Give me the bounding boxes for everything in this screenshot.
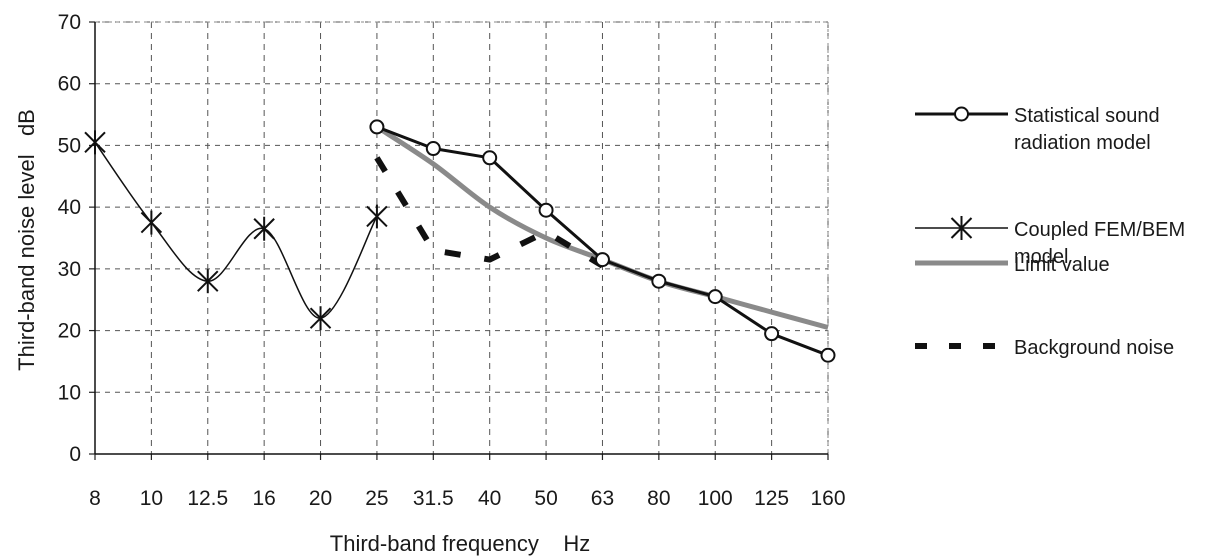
y-tick-label: 40 — [58, 196, 81, 219]
legend: Statistical sound radiation model Coupled … — [915, 105, 1185, 359]
legend-label: Statistical sound — [1014, 105, 1160, 127]
x-tick-label: 20 — [309, 487, 332, 510]
statistical-sound-radiation-model-point — [538, 202, 554, 218]
y-tick-label: 50 — [58, 134, 81, 157]
statistical-sound-radiation-model-point — [425, 141, 441, 157]
x-tick-label: 100 — [698, 487, 733, 510]
legend-label: radiation model — [1014, 132, 1151, 154]
x-tick-label: 10 — [140, 487, 163, 510]
y-tick-label: 10 — [58, 381, 81, 404]
x-tick-label: 25 — [365, 487, 388, 510]
y-tick-label: 30 — [58, 258, 81, 281]
x-tick-label: 125 — [754, 487, 789, 510]
x-tick-label: 8 — [89, 487, 101, 510]
coupled-fem-bem-model-point — [309, 306, 332, 331]
x-tick-label: 12.5 — [187, 487, 228, 510]
x-tick-label: 160 — [810, 487, 845, 510]
y-tick-labels: 0 10 20 30 40 50 60 70 — [58, 11, 81, 466]
y-tick-label: 20 — [58, 320, 81, 343]
legend-marker — [950, 216, 973, 240]
legend-label: Coupled FEM/BEM — [1014, 219, 1185, 241]
grid — [95, 21, 829, 454]
statistical-sound-radiation-model-point — [651, 273, 667, 289]
coupled-fem-bem-model-point — [197, 269, 219, 294]
y-tick-label: 70 — [58, 11, 81, 34]
x-tick-label: 16 — [252, 487, 275, 510]
coupled-fem-bem-model-line — [94, 141, 378, 319]
legend-label: Limit value — [1014, 254, 1110, 276]
x-tick-label: 40 — [478, 487, 501, 510]
legend-label: model — [1014, 246, 1068, 268]
background-noise-line — [374, 156, 605, 269]
legend-entry: Limit value — [915, 254, 1110, 276]
statistical-sound-radiation-model-point — [764, 326, 780, 342]
statistical-sound-radiation-model-point — [369, 119, 385, 135]
statistical-sound-radiation-model-point — [482, 150, 498, 166]
statistical-sound-radiation-model-point — [707, 289, 723, 305]
coupled-fem-bem-model-point — [366, 204, 388, 229]
x-tick-label: 50 — [534, 487, 557, 510]
series — [94, 124, 829, 357]
x-tick-labels: 8 10 12.5 16 20 25 31.5 40 50 63 80 100 125 160 — [89, 487, 845, 510]
x-tick-label: 31.5 — [413, 487, 454, 510]
statistical-sound-radiation-model-point — [820, 347, 836, 363]
x-tick-label: 63 — [591, 487, 614, 510]
y-axis-title: Third-band noise level dB — [14, 109, 39, 371]
coupled-fem-bem-model-point — [84, 130, 106, 155]
coupled-fem-bem-model-point — [253, 216, 275, 241]
markers — [84, 119, 836, 363]
y-tick-label: 60 — [58, 73, 81, 96]
x-tick-label: 80 — [647, 487, 670, 510]
legend-entry: Background noise — [915, 337, 1174, 359]
coupled-fem-bem-model-point — [140, 210, 163, 235]
axes — [89, 21, 829, 460]
x-axis-title: Third-band frequency Hz — [330, 531, 590, 556]
y-tick-label: 0 — [69, 443, 81, 466]
legend-entry: Statistical sound radiation model — [915, 105, 1160, 154]
legend-label: Background noise — [1014, 337, 1174, 359]
legend-entry: Coupled FEM/BEM model — [915, 216, 1185, 268]
legend-marker — [954, 106, 969, 122]
statistical-sound-radiation-model-point — [594, 252, 610, 268]
